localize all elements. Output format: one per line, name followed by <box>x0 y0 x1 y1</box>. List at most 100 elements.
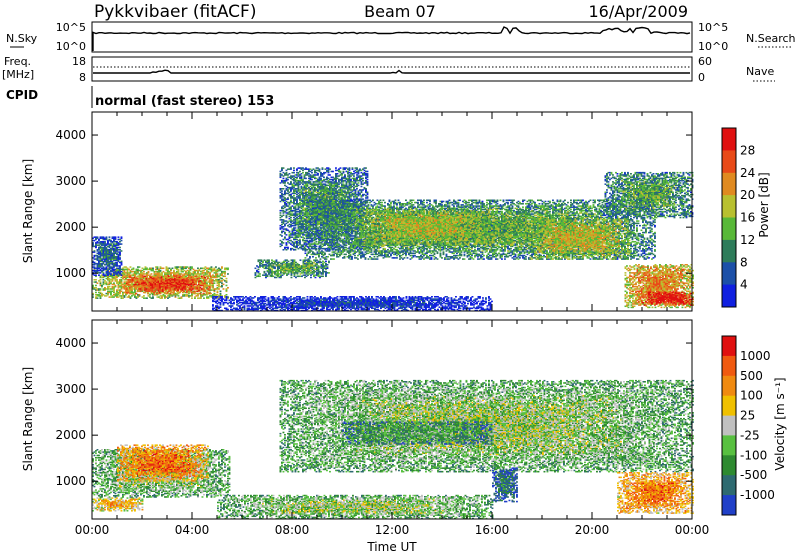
heatmap-cell <box>283 188 285 190</box>
nsearch-label: N.Search <box>746 32 796 45</box>
heatmap-cell <box>329 174 331 176</box>
heatmap-cell <box>125 276 127 278</box>
heatmap-cell <box>143 271 145 273</box>
heatmap-cell <box>352 167 354 169</box>
heatmap-cell <box>203 297 205 299</box>
heatmap-cell <box>320 178 322 180</box>
heatmap-cell <box>128 279 130 281</box>
heatmap-cell <box>310 181 312 183</box>
heatmap-cell <box>172 268 174 270</box>
heatmap-cell <box>220 293 222 295</box>
heatmap-cell <box>227 268 229 270</box>
heatmap-cell <box>299 171 301 173</box>
heatmap-cell <box>106 236 108 238</box>
heatmap-cell <box>293 167 295 169</box>
heatmap-cell <box>358 185 360 187</box>
nsky-panel <box>92 22 692 52</box>
heatmap-cell <box>95 274 97 276</box>
heatmap-cell <box>226 278 228 280</box>
nsky-tick-top: 10^5 <box>56 21 86 34</box>
heatmap-cell <box>343 171 345 173</box>
heatmap-cell <box>95 285 97 287</box>
heatmap-cell <box>132 288 134 290</box>
heatmap-cell <box>212 282 214 284</box>
heatmap-cell <box>121 250 123 252</box>
heatmap-cell <box>116 279 118 281</box>
heatmap-cell <box>121 269 123 271</box>
heatmap-cell <box>217 291 219 293</box>
nave-tick-top: 60 <box>698 55 712 68</box>
heatmap-cell <box>119 257 121 259</box>
heatmap-cell <box>133 268 135 270</box>
heatmap-cell <box>319 168 321 170</box>
freq-unit-label: [MHz] <box>2 68 34 81</box>
nsky-tick-bottom: 10^0 <box>56 40 86 53</box>
nsky-label: N.Sky <box>6 32 38 45</box>
heatmap-cell <box>284 236 286 238</box>
beam-title: Beam 07 <box>364 2 436 21</box>
heatmap-cell <box>183 291 185 293</box>
heatmap-cell <box>109 286 111 288</box>
heatmap-cell <box>139 266 141 268</box>
heatmap-cell <box>290 200 292 202</box>
heatmap-cell <box>139 294 141 296</box>
heatmap-cell <box>218 288 220 290</box>
nsearch-tick-bottom: 10^0 <box>698 40 728 53</box>
heatmap-cell <box>329 168 331 170</box>
heatmap-cell <box>170 293 172 295</box>
date-title: 16/Apr/2009 <box>588 2 688 21</box>
heatmap-cell <box>94 250 96 252</box>
heatmap-cell <box>226 280 228 282</box>
heatmap-cell <box>109 236 111 238</box>
heatmap-cell <box>148 271 150 273</box>
heatmap-cell <box>317 173 319 175</box>
heatmap-cell <box>135 288 137 290</box>
heatmap-cell <box>152 296 154 298</box>
heatmap-cell <box>113 282 115 284</box>
heatmap-cell <box>119 247 121 249</box>
heatmap-cell <box>344 174 346 176</box>
heatmap-cell <box>97 282 99 284</box>
heatmap-cell <box>322 167 324 169</box>
heatmap-cell <box>323 177 325 179</box>
heatmap-cell <box>299 239 301 241</box>
heatmap-cell <box>349 167 351 169</box>
heatmap-cell <box>206 285 208 287</box>
heatmap-cell <box>302 172 304 174</box>
heatmap-cell <box>287 197 289 199</box>
heatmap-cell <box>217 273 219 275</box>
heatmap-cell <box>211 266 213 268</box>
heatmap-cell <box>311 172 313 174</box>
heatmap-cell <box>95 279 97 281</box>
heatmap-cell <box>290 167 292 169</box>
heatmap-cell <box>178 295 180 297</box>
heatmap-cell <box>161 277 163 279</box>
heatmap-cell <box>203 287 205 289</box>
heatmap-cell <box>289 173 291 175</box>
heatmap-cell <box>305 178 307 180</box>
heatmap-cell <box>170 276 172 278</box>
heatmap-cell <box>316 246 318 248</box>
freq-tick-bottom: 8 <box>79 71 86 84</box>
heatmap-cell <box>287 247 289 249</box>
heatmap-cell <box>98 274 100 276</box>
heatmap-cell <box>121 240 123 242</box>
heatmap-cell <box>97 297 99 299</box>
heatmap-cell <box>215 266 217 268</box>
heatmap-cell <box>290 181 292 183</box>
heatmap-cell <box>138 278 140 280</box>
heatmap-cell <box>146 297 148 299</box>
cpid-mode: normal (fast stereo) 153 <box>95 94 274 109</box>
heatmap-cell <box>135 293 137 295</box>
heatmap-cell <box>177 292 179 294</box>
heatmap-cell <box>356 167 358 169</box>
heatmap-cell <box>220 291 222 293</box>
heatmap-cell <box>283 242 285 244</box>
heatmap-cell <box>212 276 214 278</box>
heatmap-cell <box>178 269 180 271</box>
heatmap-cell <box>224 276 226 278</box>
heatmap-cell <box>284 232 286 234</box>
heatmap-cell <box>204 277 206 279</box>
heatmap-cell <box>335 167 337 169</box>
